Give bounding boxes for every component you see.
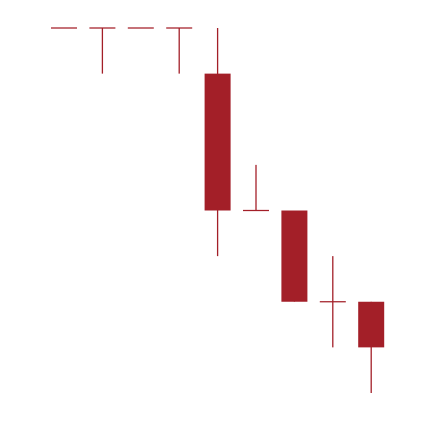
- candle-body: [204, 73, 231, 211]
- candle-body: [358, 301, 385, 348]
- candle-body: [281, 210, 308, 302]
